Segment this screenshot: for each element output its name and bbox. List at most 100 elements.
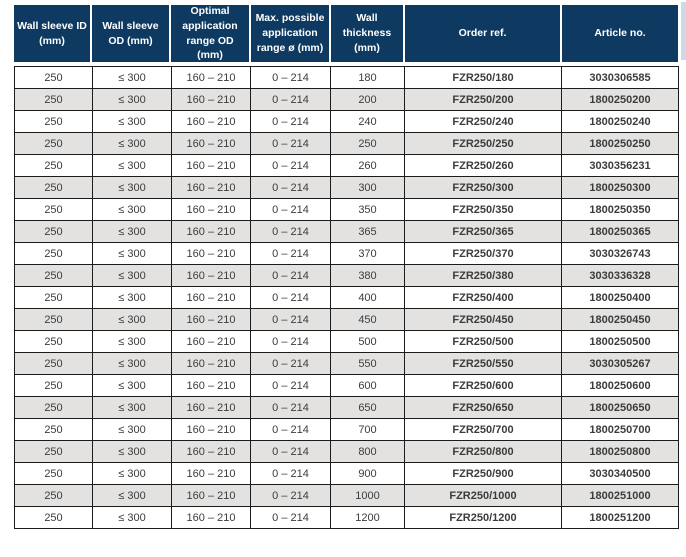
table-row: 250 ≤ 300 160 – 210 0 – 214 900 FZR250/900 303…	[14, 462, 679, 485]
table-cell: 250	[14, 88, 93, 111]
table-cell: ≤ 300	[92, 132, 172, 155]
table-row: 250 ≤ 300 160 – 210 0 – 214 240 FZR250/240 180…	[14, 110, 679, 133]
table-cell: FZR250/550	[404, 352, 562, 375]
table-cell: ≤ 300	[92, 66, 172, 89]
table-cell: FZR250/370	[404, 242, 562, 265]
table-cell: 1800251000	[561, 484, 679, 507]
table-cell: FZR250/700	[404, 418, 562, 441]
table-cell: 260	[330, 154, 405, 177]
table-cell: 250	[14, 374, 93, 397]
table-row: 250 ≤ 300 160 – 210 0 – 214 365 FZR250/365 180…	[14, 220, 679, 243]
table-cell: 160 – 210	[171, 418, 251, 441]
table-cell: 365	[330, 220, 405, 243]
table-cell: 1200	[330, 506, 405, 529]
table-cell: FZR250/600	[404, 374, 562, 397]
table-cell: 0 – 214	[250, 198, 331, 221]
table-cell: FZR250/450	[404, 308, 562, 331]
table-cell: 160 – 210	[171, 242, 251, 265]
table-cell: 3030326743	[561, 242, 679, 265]
table-row: 250 ≤ 300 160 – 210 0 – 214 260 FZR250/260 303…	[14, 154, 679, 177]
table-cell: 0 – 214	[250, 506, 331, 529]
table-cell: 160 – 210	[171, 352, 251, 375]
table-cell: FZR250/365	[404, 220, 562, 243]
table-cell: FZR250/800	[404, 440, 562, 463]
table-cell: 250	[14, 352, 93, 375]
table-row: 250 ≤ 300 160 – 210 0 – 214 550 FZR250/550 303…	[14, 352, 679, 375]
table-cell: ≤ 300	[92, 418, 172, 441]
table-cell: 370	[330, 242, 405, 265]
table-cell: 300	[330, 176, 405, 199]
table-cell: 0 – 214	[250, 132, 331, 155]
table-cell: 400	[330, 286, 405, 309]
table-cell: 250	[14, 506, 93, 529]
table-cell: 1800250650	[561, 396, 679, 419]
table-row: 250 ≤ 300 160 – 210 0 – 214 350 FZR250/350 180…	[14, 198, 679, 221]
table-cell: 1800250350	[561, 198, 679, 221]
table-row: 250 ≤ 300 160 – 210 0 – 214 1200 FZR250/1200 1…	[14, 506, 679, 529]
table-row: 250 ≤ 300 160 – 210 0 – 214 250 FZR250/250 180…	[14, 132, 679, 155]
table-row: 250 ≤ 300 160 – 210 0 – 214 800 FZR250/800 180…	[14, 440, 679, 463]
table-cell: 160 – 210	[171, 506, 251, 529]
table-cell: 650	[330, 396, 405, 419]
table-cell: 160 – 210	[171, 462, 251, 485]
table-cell: ≤ 300	[92, 484, 172, 507]
table-cell: 1800250450	[561, 308, 679, 331]
table-cell: 250	[14, 418, 93, 441]
table-cell: 250	[14, 440, 93, 463]
table-cell: ≤ 300	[92, 506, 172, 529]
table-cell: ≤ 300	[92, 462, 172, 485]
table-cell: 160 – 210	[171, 88, 251, 111]
table-cell: FZR250/180	[404, 66, 562, 89]
table-body: 250 ≤ 300 160 – 210 0 – 214 180 FZR250/180 303…	[14, 66, 679, 529]
table-cell: 0 – 214	[250, 286, 331, 309]
table-row: 250 ≤ 300 160 – 210 0 – 214 380 FZR250/380 303…	[14, 264, 679, 287]
table-cell: 160 – 210	[171, 198, 251, 221]
table-cell: ≤ 300	[92, 330, 172, 353]
table-cell: 380	[330, 264, 405, 287]
table-cell: ≤ 300	[92, 88, 172, 111]
table-cell: 160 – 210	[171, 440, 251, 463]
table-cell: 0 – 214	[250, 154, 331, 177]
page-edge-strip	[681, 2, 686, 60]
table-cell: FZR250/260	[404, 154, 562, 177]
table-cell: 250	[14, 396, 93, 419]
table-row: 250 ≤ 300 160 – 210 0 – 214 700 FZR250/700 180…	[14, 418, 679, 441]
table-cell: ≤ 300	[92, 242, 172, 265]
table-cell: 0 – 214	[250, 176, 331, 199]
table-cell: 1800251200	[561, 506, 679, 529]
table-cell: 1800250240	[561, 110, 679, 133]
table-cell: 0 – 214	[250, 88, 331, 111]
column-header: Wall sleeve OD (mm)	[92, 5, 169, 62]
table-row: 250 ≤ 300 160 – 210 0 – 214 300 FZR250/300 180…	[14, 176, 679, 199]
table-cell: 1800250600	[561, 374, 679, 397]
spec-table: Wall sleeve ID (mm) Wall sleeve OD (mm) Op…	[14, 5, 679, 529]
table-cell: ≤ 300	[92, 352, 172, 375]
table-cell: FZR250/400	[404, 286, 562, 309]
table-cell: FZR250/900	[404, 462, 562, 485]
table-cell: ≤ 300	[92, 198, 172, 221]
table-cell: ≤ 300	[92, 154, 172, 177]
table-cell: ≤ 300	[92, 308, 172, 331]
table-cell: 350	[330, 198, 405, 221]
table-row: 250 ≤ 300 160 – 210 0 – 214 370 FZR250/370 303…	[14, 242, 679, 265]
table-cell: 250	[14, 110, 93, 133]
table-cell: ≤ 300	[92, 264, 172, 287]
table-cell: 160 – 210	[171, 396, 251, 419]
table-cell: 0 – 214	[250, 242, 331, 265]
table-cell: 0 – 214	[250, 462, 331, 485]
table-cell: 0 – 214	[250, 220, 331, 243]
table-cell: FZR250/500	[404, 330, 562, 353]
table-cell: ≤ 300	[92, 396, 172, 419]
table-cell: 250	[14, 308, 93, 331]
table-cell: ≤ 300	[92, 110, 172, 133]
table-cell: 250	[14, 264, 93, 287]
table-cell: ≤ 300	[92, 374, 172, 397]
table-cell: 1800250800	[561, 440, 679, 463]
table-cell: 1800250365	[561, 220, 679, 243]
table-cell: 3030340500	[561, 462, 679, 485]
column-header: Max. possible application range ø (mm)	[251, 5, 329, 62]
table-cell: 160 – 210	[171, 330, 251, 353]
table-cell: 3030336328	[561, 264, 679, 287]
column-header: Wall sleeve ID (mm)	[14, 5, 90, 62]
table-header-row: Wall sleeve ID (mm) Wall sleeve OD (mm) Op…	[14, 5, 678, 62]
